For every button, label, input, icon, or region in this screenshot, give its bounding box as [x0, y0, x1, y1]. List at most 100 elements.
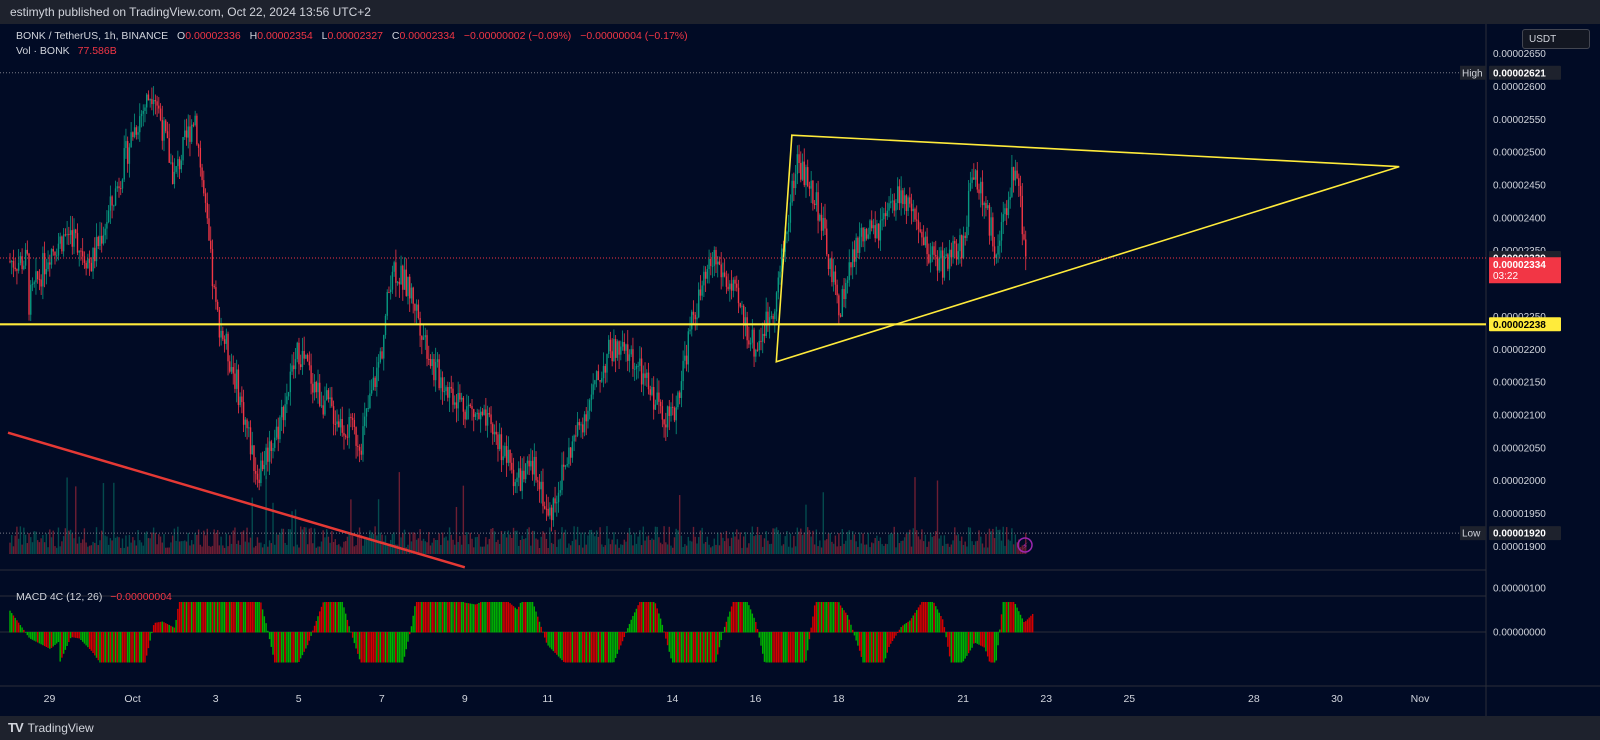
macd-bar: [895, 632, 897, 636]
candle-body: [331, 397, 333, 407]
macd-bar: [685, 632, 688, 663]
candle-body: [116, 186, 118, 189]
volume-bar: [255, 545, 257, 554]
currency-button[interactable]: USDT: [1522, 29, 1590, 49]
volume-bar: [516, 530, 518, 554]
volume-bar: [389, 539, 392, 554]
volume-bar: [159, 536, 162, 554]
drawings[interactable]: ⚡: [0, 72, 1486, 569]
macd-bar: [142, 632, 144, 663]
candle-body: [415, 304, 418, 311]
candle-body: [213, 286, 215, 288]
macd-bar: [865, 632, 868, 663]
candle-body: [216, 301, 219, 310]
chart-canvas[interactable]: ⚡ 0.000026500.000026000.000025500.000025…: [0, 24, 1600, 716]
volume-bar: [933, 535, 935, 554]
volume-bar: [848, 530, 850, 554]
volume-bar: [625, 541, 627, 554]
price-tick-label: 0.00002650: [1493, 49, 1546, 60]
macd-bar: [597, 632, 600, 663]
candle-body: [602, 366, 605, 379]
candle-body: [460, 397, 463, 400]
macd-bar: [954, 632, 956, 663]
candle-body: [350, 417, 352, 419]
macd-bar: [654, 603, 657, 633]
macd-bar: [199, 602, 202, 633]
volume-bar: [206, 528, 208, 554]
candle-body: [94, 247, 96, 262]
volume-bar: [495, 542, 497, 554]
macd-bar: [646, 602, 648, 633]
candle-body: [614, 338, 617, 358]
macd-label[interactable]: MACD 4C (12, 26): [16, 591, 103, 603]
volume-bar: [68, 530, 70, 554]
macd-bar: [720, 632, 722, 641]
candle-body: [803, 161, 805, 186]
candle-body: [19, 256, 22, 263]
candle-body: [530, 460, 532, 467]
macd-bar: [384, 632, 387, 663]
volume-bar: [974, 541, 977, 554]
candle-body: [90, 262, 93, 272]
macd-bar: [457, 602, 459, 633]
macd-bar: [353, 632, 356, 644]
candle-body: [50, 249, 53, 265]
macd-bar: [948, 632, 951, 657]
time-tick-label: 5: [296, 693, 302, 705]
macd-bar: [691, 632, 693, 663]
volume-bar: [720, 532, 722, 554]
candle-body: [926, 236, 928, 255]
volume-bar: [941, 545, 944, 554]
volume-bar: [230, 543, 233, 554]
macd-bar: [184, 602, 186, 633]
macd-bar: [206, 602, 208, 633]
candle-body: [192, 124, 195, 126]
volume-bar: [225, 533, 227, 554]
low-value: 0.00002327: [327, 30, 383, 42]
volume-bar: [986, 547, 989, 554]
macd-bar: [338, 602, 340, 633]
macd-bar: [749, 609, 752, 633]
macd-bar: [473, 604, 475, 633]
candle-body: [576, 422, 579, 436]
macd-bar: [424, 602, 426, 633]
candle-body: [1012, 167, 1015, 181]
candle-body: [924, 236, 927, 246]
candle-body: [896, 186, 899, 203]
candle-body: [367, 408, 369, 410]
candle-body: [663, 419, 665, 425]
volume-bar: [61, 541, 63, 554]
volume-label[interactable]: Vol · BONK: [16, 45, 70, 57]
volume-bar: [433, 538, 435, 554]
candle-body: [49, 262, 51, 265]
macd-bar: [268, 632, 271, 640]
volume-bar: [995, 526, 998, 554]
macd-bar: [374, 632, 376, 663]
volume-bar: [928, 541, 930, 554]
macd-bar: [471, 603, 473, 633]
macd-bar: [466, 602, 468, 633]
volume-bar: [409, 532, 411, 554]
high-label-bg: [1460, 65, 1486, 80]
symbol-title[interactable]: BONK / TetherUS, 1h, BINANCE: [16, 30, 169, 42]
volume-bar: [815, 529, 818, 554]
macd-bar: [438, 602, 440, 633]
volume-bar: [50, 537, 53, 554]
low-label-bg: [1460, 526, 1486, 541]
volume-bar: [422, 538, 425, 554]
candle-body: [410, 287, 413, 299]
macd-bar: [147, 632, 150, 649]
candle-body: [421, 335, 423, 340]
volume-bar: [826, 539, 828, 554]
macd-bar: [213, 602, 215, 633]
macd-bar: [580, 632, 582, 663]
candle-body: [170, 162, 172, 164]
macd-bar: [955, 632, 958, 663]
volume-bar: [263, 544, 266, 554]
volume-bar: [1023, 545, 1025, 554]
volume-bar: [130, 542, 132, 554]
macd-bar: [774, 632, 776, 663]
candle-body: [518, 468, 520, 478]
macd-bar: [486, 602, 489, 633]
tradingview-logo[interactable]: TV TradingView: [8, 720, 94, 735]
